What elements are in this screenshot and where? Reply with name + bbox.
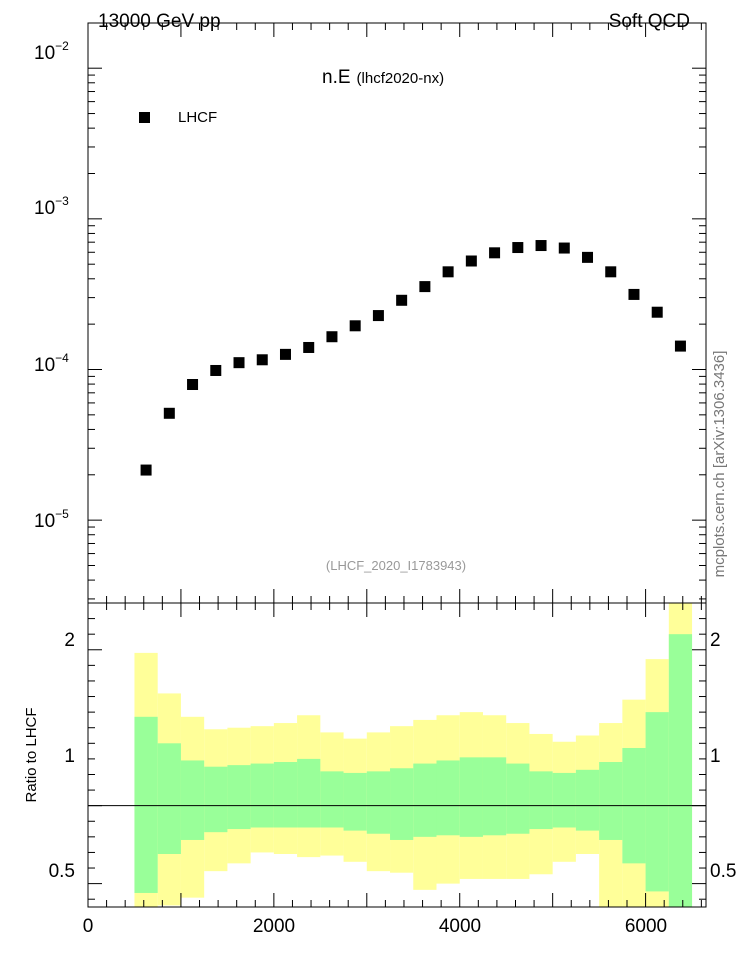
legend-entry-lhcf: LHCF — [178, 109, 217, 126]
green-band-bin — [227, 765, 251, 830]
green-band-bin — [320, 771, 344, 828]
data-point — [558, 242, 570, 254]
data-point — [349, 320, 361, 332]
green-band-bin — [459, 757, 483, 837]
data-markers — [140, 240, 686, 476]
axis-ticks — [87, 23, 706, 907]
data-point — [628, 288, 640, 300]
green-band-bin — [436, 760, 460, 836]
xtick-label-2000: 2000 — [253, 916, 295, 937]
data-point — [442, 266, 454, 278]
green-band-bin — [366, 771, 391, 834]
ratio-panel-frame — [87, 602, 707, 908]
header-left: 13000 GeV pp — [98, 11, 221, 32]
data-point — [256, 354, 268, 366]
plot-title-sub: (lhcf2020-nx) — [357, 70, 445, 87]
green-band-bin — [390, 768, 414, 840]
data-point — [651, 306, 663, 318]
green-band-bin — [529, 771, 553, 830]
ratio-ytick-left-2: 2 — [64, 630, 75, 651]
side-label: mcplots.cern.ch [arXiv:1306.3436] — [711, 351, 728, 578]
green-band-bin — [204, 766, 228, 833]
data-point — [372, 310, 384, 322]
data-point — [489, 247, 501, 259]
data-point — [605, 266, 617, 278]
ratio-ytick-right-2: 2 — [710, 630, 721, 651]
ytick-label-1e-2: 10−2 — [34, 39, 69, 64]
green-band-bin — [645, 712, 669, 892]
xtick-label-6000: 6000 — [625, 916, 667, 937]
data-point — [582, 251, 594, 263]
data-point — [535, 240, 547, 252]
data-point — [303, 341, 315, 353]
x-tick-labels: 0 2000 4000 6000 — [83, 916, 667, 937]
data-point — [465, 255, 477, 267]
data-point — [326, 331, 338, 343]
ratio-ytick-right-0.5: 0.5 — [710, 861, 736, 882]
green-band-bin — [343, 772, 367, 831]
xtick-label-0: 0 — [83, 916, 94, 937]
ytick-label-1e-3: 10−3 — [34, 194, 69, 219]
data-point — [279, 348, 291, 360]
green-band-bin — [180, 760, 205, 840]
ytick-label-1e-5: 10−5 — [34, 507, 69, 532]
header-right: Soft QCD — [609, 11, 690, 32]
ratio-ylabel: Ratio to LHCF — [23, 707, 40, 802]
green-band-bin — [413, 763, 437, 837]
legend-marker — [139, 112, 150, 123]
data-point — [674, 340, 686, 352]
plot-title: n.E (lhcf2020-nx) — [322, 67, 444, 88]
green-band-bin — [297, 758, 321, 828]
green-band-bin — [273, 762, 298, 828]
green-band-bin — [552, 772, 576, 828]
ytick-label-1e-4: 10−4 — [34, 351, 69, 376]
green-band-bin — [134, 716, 158, 893]
data-point — [396, 294, 408, 306]
main-y-tick-labels: 10−2 10−3 10−4 10−5 — [34, 39, 69, 532]
green-band-bin — [575, 769, 600, 831]
ratio-ytick-right-1: 1 — [710, 746, 721, 767]
data-point — [140, 464, 152, 476]
green-band-bin — [250, 763, 274, 828]
data-point — [419, 281, 431, 293]
xtick-label-4000: 4000 — [439, 916, 481, 937]
plot-title-main: n.E — [322, 67, 351, 88]
data-point — [187, 379, 199, 391]
ratio-y-tick-labels-right: 2 1 0.5 — [710, 630, 736, 882]
green-band-bin — [482, 757, 507, 836]
analysis-watermark: (LHCF_2020_I1783943) — [326, 558, 466, 573]
data-point — [512, 242, 524, 254]
ratio-bands — [134, 603, 693, 907]
green-band-bin — [506, 763, 530, 834]
green-band-bin — [157, 743, 181, 854]
ratio-y-tick-labels-left: 2 1 0.5 — [49, 630, 75, 882]
green-band-bin — [668, 634, 693, 907]
data-point — [233, 357, 245, 369]
data-point — [210, 364, 222, 376]
ratio-ytick-left-1: 1 — [64, 746, 75, 767]
green-band-bin — [599, 762, 623, 840]
data-point — [163, 407, 175, 419]
ratio-ytick-left-0.5: 0.5 — [49, 861, 75, 882]
